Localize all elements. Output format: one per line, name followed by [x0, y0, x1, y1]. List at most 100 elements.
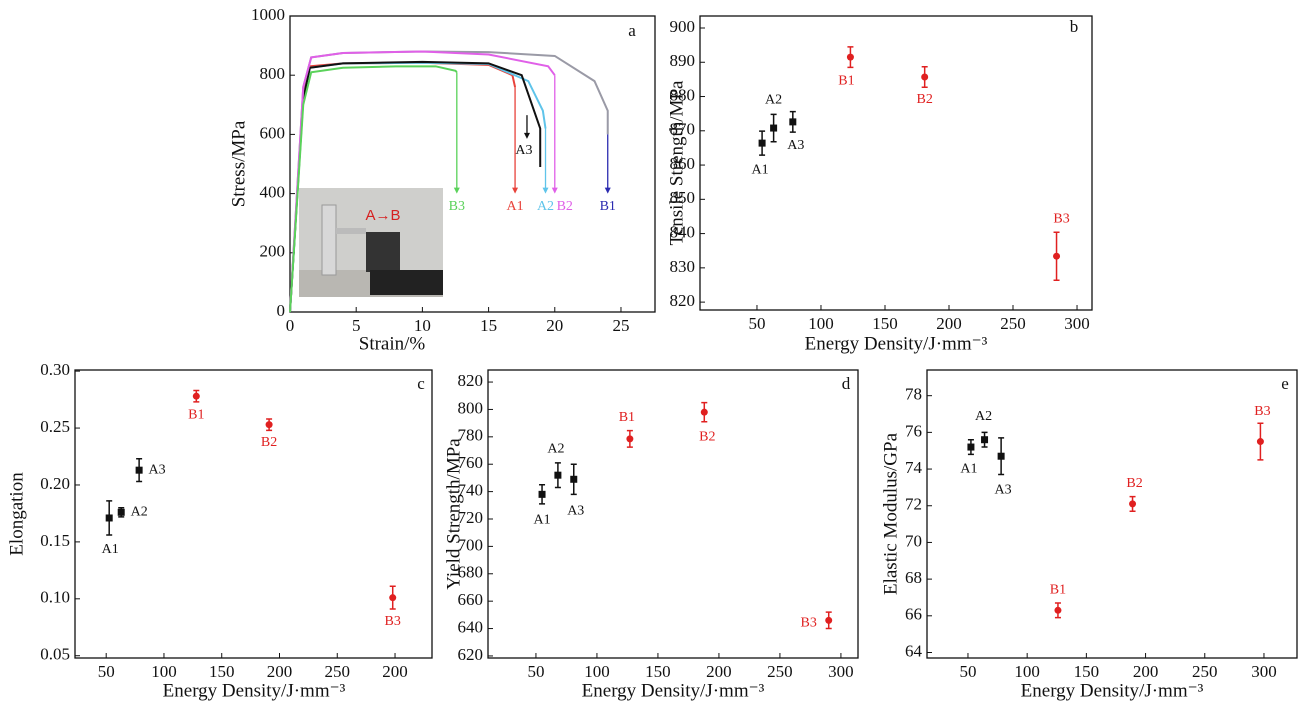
- y-axis-title: Elastic Modulus/GPa: [880, 432, 901, 595]
- curve-arrow-head: [604, 187, 611, 194]
- y-tick-label: 72: [905, 495, 922, 514]
- y-tick-label: 640: [458, 617, 484, 636]
- data-point: [789, 118, 797, 126]
- x-tick-label: 200: [267, 662, 293, 681]
- data-point: [758, 139, 766, 147]
- point-label: A3: [567, 504, 584, 519]
- data-point: [105, 514, 113, 522]
- y-tick-label: 78: [905, 385, 922, 404]
- point-label: A3: [149, 462, 166, 477]
- data-point: [1053, 252, 1061, 260]
- panel-label: b: [1070, 17, 1079, 36]
- y-axis-title: Yield Strength/MPa: [443, 438, 464, 590]
- data-point: [921, 73, 929, 81]
- x-tick-label: 50: [959, 662, 976, 681]
- y-tick-label: 840: [670, 222, 696, 241]
- y-tick-label: 700: [458, 535, 484, 554]
- x-axis-title: Strain/%: [359, 333, 426, 354]
- x-tick-label: 300: [1064, 314, 1090, 333]
- x-tick-label: 200: [1133, 662, 1159, 681]
- curve-label: B1: [600, 199, 616, 214]
- curve-label: B3: [449, 199, 465, 214]
- point-label: A1: [102, 542, 119, 557]
- point-label: A1: [533, 513, 550, 528]
- data-point: [135, 466, 143, 474]
- point-label: B1: [188, 407, 204, 422]
- y-tick-label: 0: [277, 301, 286, 320]
- data-point: [570, 475, 578, 483]
- x-tick-label: 200: [706, 662, 732, 681]
- y-tick-label: 820: [670, 291, 696, 310]
- plot-frame: [74, 369, 433, 659]
- y-tick-label: 200: [260, 242, 286, 261]
- inset-text: A→B: [365, 207, 400, 224]
- x-tick-label: 0: [286, 316, 295, 335]
- point-label: B2: [917, 92, 933, 107]
- plot-frame: [487, 369, 859, 659]
- point-label: A1: [752, 162, 769, 177]
- data-point: [997, 452, 1005, 460]
- data-point: [967, 443, 975, 451]
- x-tick-label: 15: [480, 316, 497, 335]
- stress-strain-curve: [289, 65, 458, 313]
- x-axis-title: Energy Density/J·mm⁻³: [1021, 680, 1204, 701]
- stress-strain-curve: [289, 50, 556, 313]
- y-tick-label: 66: [905, 605, 922, 624]
- x-tick-label: 20: [546, 316, 563, 335]
- y-tick-label: 68: [905, 568, 922, 587]
- x-tick-label: 100: [808, 314, 834, 333]
- point-label: A1: [960, 461, 977, 476]
- point-label: B3: [385, 614, 401, 629]
- curve-arrow-head: [523, 132, 530, 139]
- x-tick-label: 25: [612, 316, 629, 335]
- x-tick-label: 50: [527, 662, 544, 681]
- x-tick-label: 250: [1000, 314, 1026, 333]
- data-point: [981, 436, 989, 444]
- data-point: [825, 616, 833, 624]
- x-tick-label: 250: [1192, 662, 1218, 681]
- data-point: [770, 124, 778, 132]
- point-label: B2: [261, 435, 277, 450]
- y-tick-label: 70: [905, 531, 922, 550]
- y-tick-label: 760: [458, 453, 484, 472]
- point-label: A3: [995, 482, 1012, 497]
- y-tick-label: 740: [458, 481, 484, 500]
- y-tick-label: 400: [260, 183, 286, 202]
- y-tick-label: 620: [458, 645, 484, 664]
- y-tick-label: 890: [670, 51, 696, 70]
- y-tick-label: 64: [905, 641, 923, 660]
- curve-label: B2: [557, 199, 573, 214]
- point-label: B3: [1254, 404, 1270, 419]
- y-tick-label: 780: [458, 426, 484, 445]
- x-tick-label: 200: [936, 314, 962, 333]
- panel-label: c: [417, 374, 425, 393]
- point-label: A2: [547, 441, 564, 456]
- y-tick-label: 820: [458, 371, 484, 390]
- point-label: A3: [787, 138, 804, 153]
- point-label: A2: [975, 409, 992, 424]
- curve-arrow-head: [512, 187, 519, 194]
- data-point: [265, 421, 273, 429]
- inset-photo: [299, 188, 443, 297]
- x-tick-label: 100: [151, 662, 177, 681]
- y-tick-label: 680: [458, 563, 484, 582]
- y-tick-label: 800: [260, 64, 286, 83]
- data-point: [554, 471, 562, 479]
- panel-label: d: [842, 374, 851, 393]
- data-point: [846, 53, 854, 61]
- y-tick-label: 0.30: [40, 360, 70, 379]
- y-tick-label: 0.20: [40, 474, 70, 493]
- data-point: [192, 392, 200, 400]
- curve-arrow-head: [542, 187, 549, 194]
- y-tick-label: 860: [670, 154, 696, 173]
- plot-frame: [699, 15, 1093, 311]
- point-label: B3: [1053, 211, 1069, 226]
- curve-label: A3: [515, 143, 532, 158]
- curve-arrow-head: [453, 187, 460, 194]
- data-point: [389, 594, 397, 602]
- x-tick-label: 10: [414, 316, 431, 335]
- x-tick-label: 200: [382, 662, 408, 681]
- x-tick-label: 5: [352, 316, 361, 335]
- y-tick-label: 76: [905, 421, 922, 440]
